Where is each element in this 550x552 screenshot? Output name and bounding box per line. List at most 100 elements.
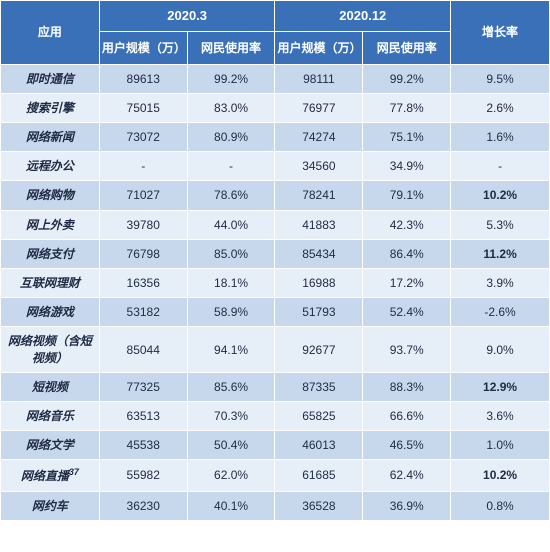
cell-usage-1: 80.9% bbox=[187, 123, 275, 152]
cell-users-2: 51793 bbox=[275, 298, 363, 327]
cell-app: 搜索引擎 bbox=[1, 93, 100, 122]
table-row: 网络音乐6351370.3%6582566.6%3.6% bbox=[1, 401, 550, 430]
cell-usage-1: 70.3% bbox=[187, 401, 275, 430]
cell-usage-1: 99.2% bbox=[187, 64, 275, 93]
cell-growth: 9.0% bbox=[451, 327, 550, 372]
cell-growth: 5.3% bbox=[451, 210, 550, 239]
cell-usage-2: 36.9% bbox=[363, 491, 451, 520]
cell-users-1: 89613 bbox=[99, 64, 187, 93]
cell-usage-1: 18.1% bbox=[187, 269, 275, 298]
cell-growth: -2.6% bbox=[451, 298, 550, 327]
cell-users-1: 73072 bbox=[99, 123, 187, 152]
cell-users-2: 92677 bbox=[275, 327, 363, 372]
table-row: 网约车3623040.1%3652836.9%0.8% bbox=[1, 491, 550, 520]
cell-users-1: 63513 bbox=[99, 401, 187, 430]
cell-usage-2: 42.3% bbox=[363, 210, 451, 239]
cell-users-2: 76977 bbox=[275, 93, 363, 122]
cell-usage-2: 79.1% bbox=[363, 181, 451, 210]
cell-users-1: 71027 bbox=[99, 181, 187, 210]
cell-growth: 12.9% bbox=[451, 372, 550, 401]
table-row: 远程办公--3456034.9%- bbox=[1, 152, 550, 181]
cell-app: 网络游戏 bbox=[1, 298, 100, 327]
cell-usage-1: 94.1% bbox=[187, 327, 275, 372]
cell-usage-2: 52.4% bbox=[363, 298, 451, 327]
cell-users-1: 85044 bbox=[99, 327, 187, 372]
cell-usage-2: 77.8% bbox=[363, 93, 451, 122]
cell-users-2: 61685 bbox=[275, 460, 363, 491]
cell-usage-2: 86.4% bbox=[363, 239, 451, 268]
cell-usage-1: 85.0% bbox=[187, 239, 275, 268]
table-container: 应用 2020.3 2020.12 增长率 用户规模（万） 网民使用率 用户规模… bbox=[0, 0, 550, 521]
cell-users-1: 53182 bbox=[99, 298, 187, 327]
col-users-2: 用户规模（万） bbox=[275, 31, 363, 64]
cell-usage-1: 40.1% bbox=[187, 491, 275, 520]
table-row: 搜索引擎7501583.0%7697777.8%2.6% bbox=[1, 93, 550, 122]
cell-growth: 11.2% bbox=[451, 239, 550, 268]
cell-app: 网络支付 bbox=[1, 239, 100, 268]
cell-app: 网约车 bbox=[1, 491, 100, 520]
cell-users-1: 75015 bbox=[99, 93, 187, 122]
cell-users-2: 36528 bbox=[275, 491, 363, 520]
cell-usage-1: 78.6% bbox=[187, 181, 275, 210]
cell-users-1: 45538 bbox=[99, 431, 187, 460]
table-row: 网络视频（含短视频）8504494.1%9267793.7%9.0% bbox=[1, 327, 550, 372]
cell-growth: 9.5% bbox=[451, 64, 550, 93]
cell-users-2: 98111 bbox=[275, 64, 363, 93]
cell-users-1: 16356 bbox=[99, 269, 187, 298]
cell-users-2: 46013 bbox=[275, 431, 363, 460]
cell-app: 网络视频（含短视频） bbox=[1, 327, 100, 372]
table-row: 短视频7732585.6%8733588.3%12.9% bbox=[1, 372, 550, 401]
col-growth: 增长率 bbox=[451, 1, 550, 65]
cell-users-1: 77325 bbox=[99, 372, 187, 401]
cell-users-1: 36230 bbox=[99, 491, 187, 520]
cell-app: 短视频 bbox=[1, 372, 100, 401]
cell-app: 远程办公 bbox=[1, 152, 100, 181]
cell-app: 互联网理财 bbox=[1, 269, 100, 298]
table-body: 即时通信8961399.2%9811199.2%9.5%搜索引擎7501583.… bbox=[1, 64, 550, 520]
table-header: 应用 2020.3 2020.12 增长率 用户规模（万） 网民使用率 用户规模… bbox=[1, 1, 550, 65]
cell-usage-2: 46.5% bbox=[363, 431, 451, 460]
col-period-2: 2020.12 bbox=[275, 1, 451, 32]
cell-growth: - bbox=[451, 152, 550, 181]
cell-growth: 2.6% bbox=[451, 93, 550, 122]
table-row: 即时通信8961399.2%9811199.2%9.5% bbox=[1, 64, 550, 93]
cell-growth: 10.2% bbox=[451, 181, 550, 210]
cell-app: 网络购物 bbox=[1, 181, 100, 210]
cell-usage-1: 50.4% bbox=[187, 431, 275, 460]
table-row: 网上外卖3978044.0%4188342.3%5.3% bbox=[1, 210, 550, 239]
cell-growth: 3.6% bbox=[451, 401, 550, 430]
cell-usage-1: 83.0% bbox=[187, 93, 275, 122]
cell-usage-1: 58.9% bbox=[187, 298, 275, 327]
table-row: 网络游戏5318258.9%5179352.4%-2.6% bbox=[1, 298, 550, 327]
cell-usage-1: 62.0% bbox=[187, 460, 275, 491]
cell-usage-1: 85.6% bbox=[187, 372, 275, 401]
table-row: 网络新闻7307280.9%7427475.1%1.6% bbox=[1, 123, 550, 152]
cell-usage-2: 34.9% bbox=[363, 152, 451, 181]
table-row: 网络直播375598262.0%6168562.4%10.2% bbox=[1, 460, 550, 491]
cell-users-1: 39780 bbox=[99, 210, 187, 239]
cell-usage-1: 44.0% bbox=[187, 210, 275, 239]
cell-growth: 3.9% bbox=[451, 269, 550, 298]
table-row: 互联网理财1635618.1%1698817.2%3.9% bbox=[1, 269, 550, 298]
cell-app: 网上外卖 bbox=[1, 210, 100, 239]
cell-users-1: 55982 bbox=[99, 460, 187, 491]
col-users-1: 用户规模（万） bbox=[99, 31, 187, 64]
cell-users-2: 85434 bbox=[275, 239, 363, 268]
cell-app: 网络新闻 bbox=[1, 123, 100, 152]
table-row: 网络支付7679885.0%8543486.4%11.2% bbox=[1, 239, 550, 268]
col-app: 应用 bbox=[1, 1, 100, 65]
table-row: 网络文学4553850.4%4601346.5%1.0% bbox=[1, 431, 550, 460]
cell-growth: 10.2% bbox=[451, 460, 550, 491]
col-usage-2: 网民使用率 bbox=[363, 31, 451, 64]
cell-usage-2: 93.7% bbox=[363, 327, 451, 372]
cell-app: 网络文学 bbox=[1, 431, 100, 460]
cell-app: 即时通信 bbox=[1, 64, 100, 93]
cell-usage-1: - bbox=[187, 152, 275, 181]
cell-users-2: 78241 bbox=[275, 181, 363, 210]
col-period-1: 2020.3 bbox=[99, 1, 275, 32]
cell-usage-2: 99.2% bbox=[363, 64, 451, 93]
cell-growth: 1.0% bbox=[451, 431, 550, 460]
data-table: 应用 2020.3 2020.12 增长率 用户规模（万） 网民使用率 用户规模… bbox=[0, 0, 550, 521]
cell-users-2: 87335 bbox=[275, 372, 363, 401]
cell-users-2: 74274 bbox=[275, 123, 363, 152]
